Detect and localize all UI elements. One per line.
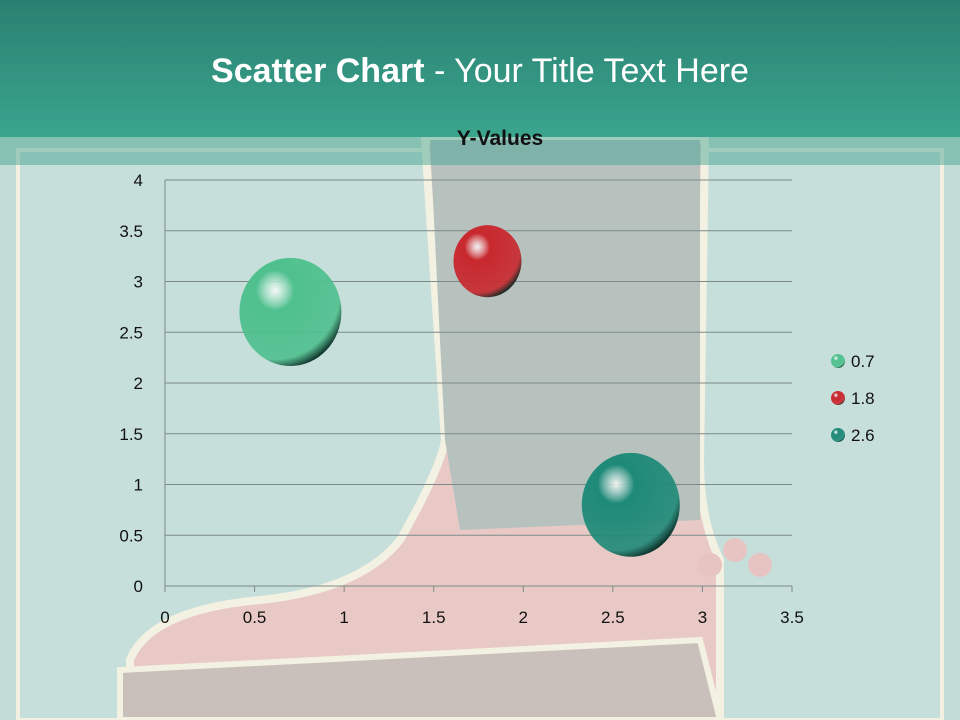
legend-label: 2.6 (851, 426, 875, 445)
legend-label: 1.8 (851, 389, 875, 408)
x-tick-label: 3.5 (780, 608, 804, 627)
y-tick-label: 0.5 (119, 526, 143, 545)
slide-title-bold: Scatter Chart (211, 52, 425, 90)
y-tick-label: 3.5 (119, 222, 143, 241)
legend-marker (831, 428, 845, 442)
y-tick-label: 1 (134, 476, 143, 495)
y-tick-label: 0 (134, 577, 143, 596)
x-tick-label: 3 (698, 608, 707, 627)
x-tick-label: 2.5 (601, 608, 625, 627)
y-tick-label: 4 (134, 171, 143, 190)
x-tick-label: 2 (519, 608, 528, 627)
chart-title: Y-Values (456, 127, 544, 150)
legend-label: 0.7 (851, 352, 875, 371)
x-tick-label: 0 (160, 608, 169, 627)
legend-marker (831, 391, 845, 405)
y-tick-label: 1.5 (119, 425, 143, 444)
y-tick-label: 2 (134, 374, 143, 393)
data-point-0.7 (239, 257, 342, 367)
x-tick-label: 1 (339, 608, 348, 627)
title-bar (0, 0, 960, 137)
x-tick-label: 1.5 (422, 608, 446, 627)
x-tick-label: 0.5 (243, 608, 267, 627)
data-point-1.8 (453, 225, 522, 298)
y-tick-label: 3 (134, 273, 143, 292)
slide-title-rest: - Your Title Text Here (424, 52, 749, 90)
y-tick-label: 2.5 (119, 323, 143, 342)
data-point-2.6 (581, 452, 680, 557)
title-strip (0, 137, 960, 165)
legend-marker (831, 354, 845, 368)
slide-title: Scatter Chart - Your Title Text Here (0, 52, 960, 91)
